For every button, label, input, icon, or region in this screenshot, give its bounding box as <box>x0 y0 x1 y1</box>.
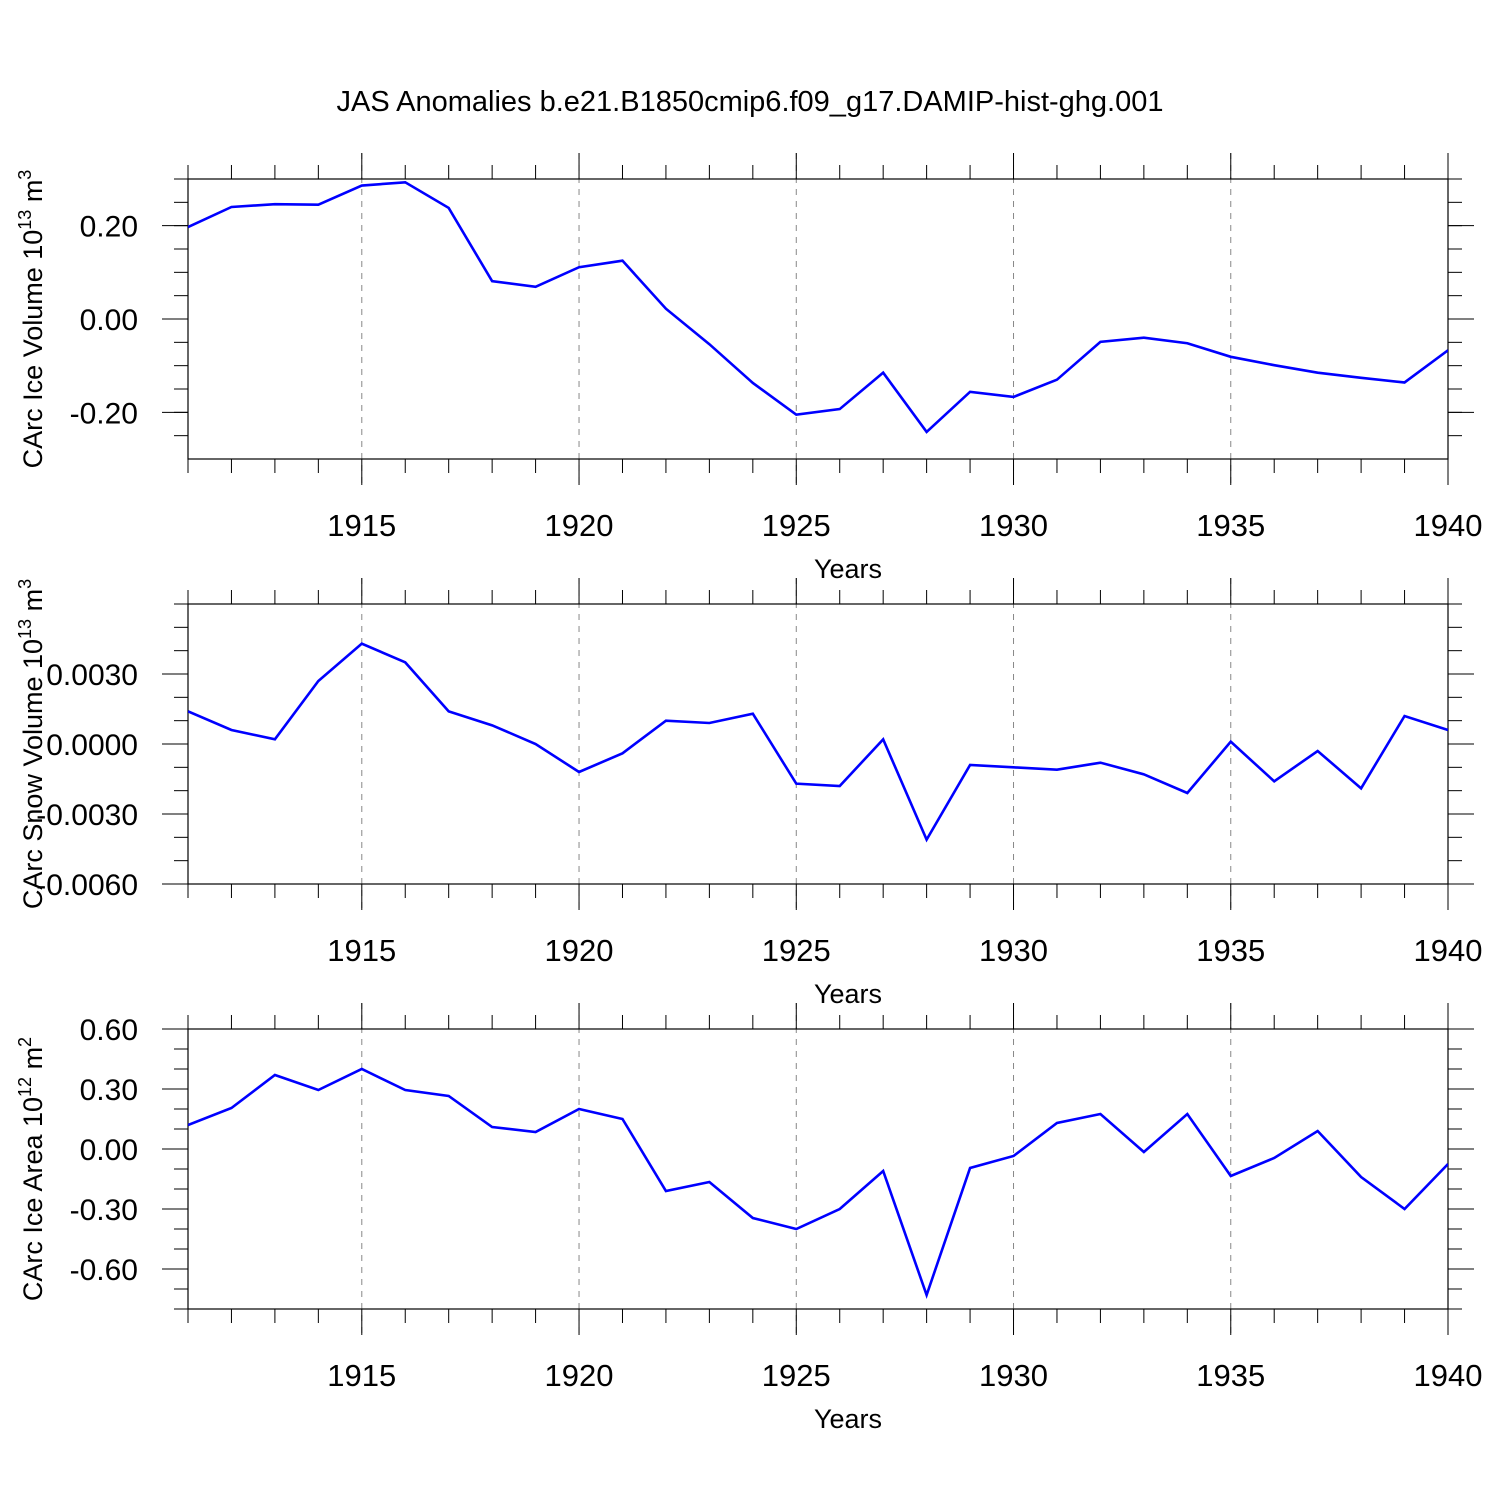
x-tick-label: 1940 <box>1414 1358 1483 1393</box>
plot-frame <box>187 603 1449 885</box>
x-tick-label: 1930 <box>979 508 1048 543</box>
x-tick-label: 1940 <box>1414 508 1483 543</box>
y-tick-label: -0.0030 <box>36 799 138 832</box>
x-tick-label: 1935 <box>1196 1358 1265 1393</box>
x-tick-label: 1915 <box>327 1358 396 1393</box>
series-line <box>188 1067 1448 1299</box>
chart-panel-3: -0.60 -0.30 0.00 0.30 0.60 1915 1920 1925 1930 19… <box>15 1003 1482 1434</box>
y-axis-label: CArc Snow Volume 1013 m3 <box>15 579 48 909</box>
y-tick-label: -0.60 <box>70 1254 138 1287</box>
y-tick-label: 0.20 <box>80 211 138 244</box>
x-tick-label: 1930 <box>979 1358 1048 1393</box>
y-tick-label: -0.20 <box>70 397 138 430</box>
x-tick-label: 1925 <box>762 1358 831 1393</box>
y-tick-label: 0.00 <box>80 304 138 337</box>
x-tick-label: 1915 <box>327 933 396 968</box>
x-tick-label: 1940 <box>1414 933 1483 968</box>
x-tick-label: 1925 <box>762 933 831 968</box>
y-tick-label: 0.0030 <box>46 659 138 692</box>
y-axis-label: CArc Ice Volume 1013 m3 <box>15 170 48 469</box>
y-tick-label: 0.0000 <box>46 729 138 762</box>
x-axis-label: Years <box>814 979 882 1009</box>
y-tick-label: 0.00 <box>80 1134 138 1167</box>
x-tick-label: 1920 <box>545 933 614 968</box>
y-axis-label: CArc Ice Area 1012 m2 <box>15 1037 48 1301</box>
x-tick-label: 1920 <box>545 1358 614 1393</box>
x-tick-label: 1915 <box>327 508 396 543</box>
x-tick-label: 1935 <box>1196 508 1265 543</box>
chart-panel-2: -0.0060 -0.0030 0.0000 0.0030 1915 1920 1925 19… <box>15 578 1482 1009</box>
plot-frame <box>187 1028 1449 1310</box>
x-tick-label: 1920 <box>545 508 614 543</box>
y-tick-label: 0.30 <box>80 1074 138 1107</box>
x-axis-label: Years <box>814 1404 882 1434</box>
series-line <box>188 642 1448 843</box>
y-tick-label: -0.30 <box>70 1194 138 1227</box>
y-tick-label: 0.60 <box>80 1014 138 1047</box>
series-line <box>188 180 1448 434</box>
figure-title: JAS Anomalies b.e21.B1850cmip6.f09_g17.D… <box>336 86 1164 118</box>
x-tick-label: 1935 <box>1196 933 1265 968</box>
x-axis-label: Years <box>814 554 882 584</box>
chart-panel-1: -0.20 0.00 0.20 1915 1920 1925 1930 1935 1940 Yea… <box>15 153 1482 584</box>
x-tick-label: 1930 <box>979 933 1048 968</box>
plot-frame <box>187 178 1449 460</box>
y-tick-label: -0.0060 <box>36 869 138 902</box>
x-tick-label: 1925 <box>762 508 831 543</box>
